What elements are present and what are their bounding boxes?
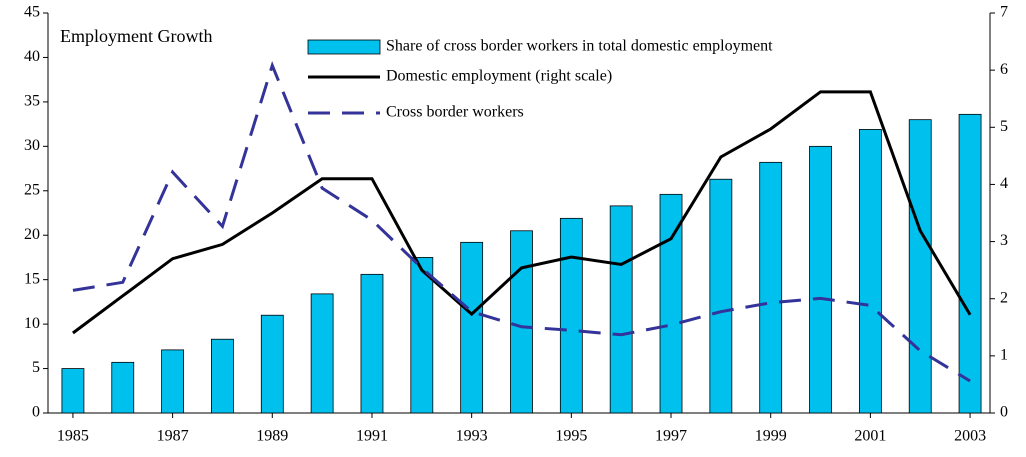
y2-tick-label: 2 <box>1000 289 1008 306</box>
bar <box>460 241 484 414</box>
bar <box>609 205 633 414</box>
y2-tick-label: 5 <box>1000 118 1008 135</box>
y-tick-label: 45 <box>24 4 40 21</box>
line <box>72 60 971 383</box>
y-tick-label: 15 <box>24 270 40 287</box>
bar <box>709 178 733 414</box>
bar <box>759 161 783 414</box>
bar <box>310 293 334 414</box>
y-tick-label: 5 <box>32 359 40 376</box>
x-tick-label: 1985 <box>57 428 89 445</box>
bar <box>858 129 882 414</box>
legend-label: Share of cross border workers in total d… <box>386 38 773 55</box>
chart-title: Employment Growth <box>60 26 212 46</box>
bar <box>510 230 533 414</box>
y-tick-label: 20 <box>24 226 40 243</box>
y2-tick-label: 4 <box>1000 175 1008 192</box>
bar <box>908 119 932 414</box>
bar <box>958 113 982 414</box>
y-tick-label: 0 <box>32 404 40 421</box>
y2-tick-label: 3 <box>1000 232 1008 249</box>
y-tick-label: 10 <box>24 315 40 332</box>
x-tick-label: 1997 <box>655 428 687 445</box>
bar <box>659 193 683 414</box>
y-tick-label: 35 <box>24 93 40 110</box>
legend-label: Cross border workers <box>386 104 524 121</box>
x-tick-label: 1995 <box>555 428 587 445</box>
bar <box>161 349 185 414</box>
x-tick-label: 2001 <box>854 428 886 445</box>
y-tick-label: 25 <box>24 181 40 198</box>
bar <box>559 217 583 414</box>
y2-tick-label: 1 <box>1000 347 1008 364</box>
line <box>72 90 972 335</box>
y-tick-label: 30 <box>24 137 40 154</box>
bar <box>211 338 234 414</box>
legend-swatch <box>307 39 381 55</box>
bar <box>410 257 434 414</box>
y2-tick-label: 6 <box>1000 61 1008 78</box>
bar <box>111 361 135 414</box>
bar <box>360 273 384 414</box>
y-tick-label: 40 <box>24 48 40 65</box>
bar <box>260 314 284 414</box>
x-tick-label: 1999 <box>755 428 787 445</box>
legend-label: Domestic employment (right scale) <box>386 68 612 85</box>
y2-tick-label: 7 <box>1000 4 1008 21</box>
y2-tick-label: 0 <box>1000 404 1008 421</box>
bar <box>809 145 832 414</box>
x-tick-label: 1987 <box>157 428 189 445</box>
x-tick-label: 1991 <box>356 428 388 445</box>
x-tick-label: 1989 <box>256 428 288 445</box>
x-tick-label: 1993 <box>456 428 488 445</box>
bar <box>61 368 85 414</box>
x-tick-label: 2003 <box>954 428 986 445</box>
